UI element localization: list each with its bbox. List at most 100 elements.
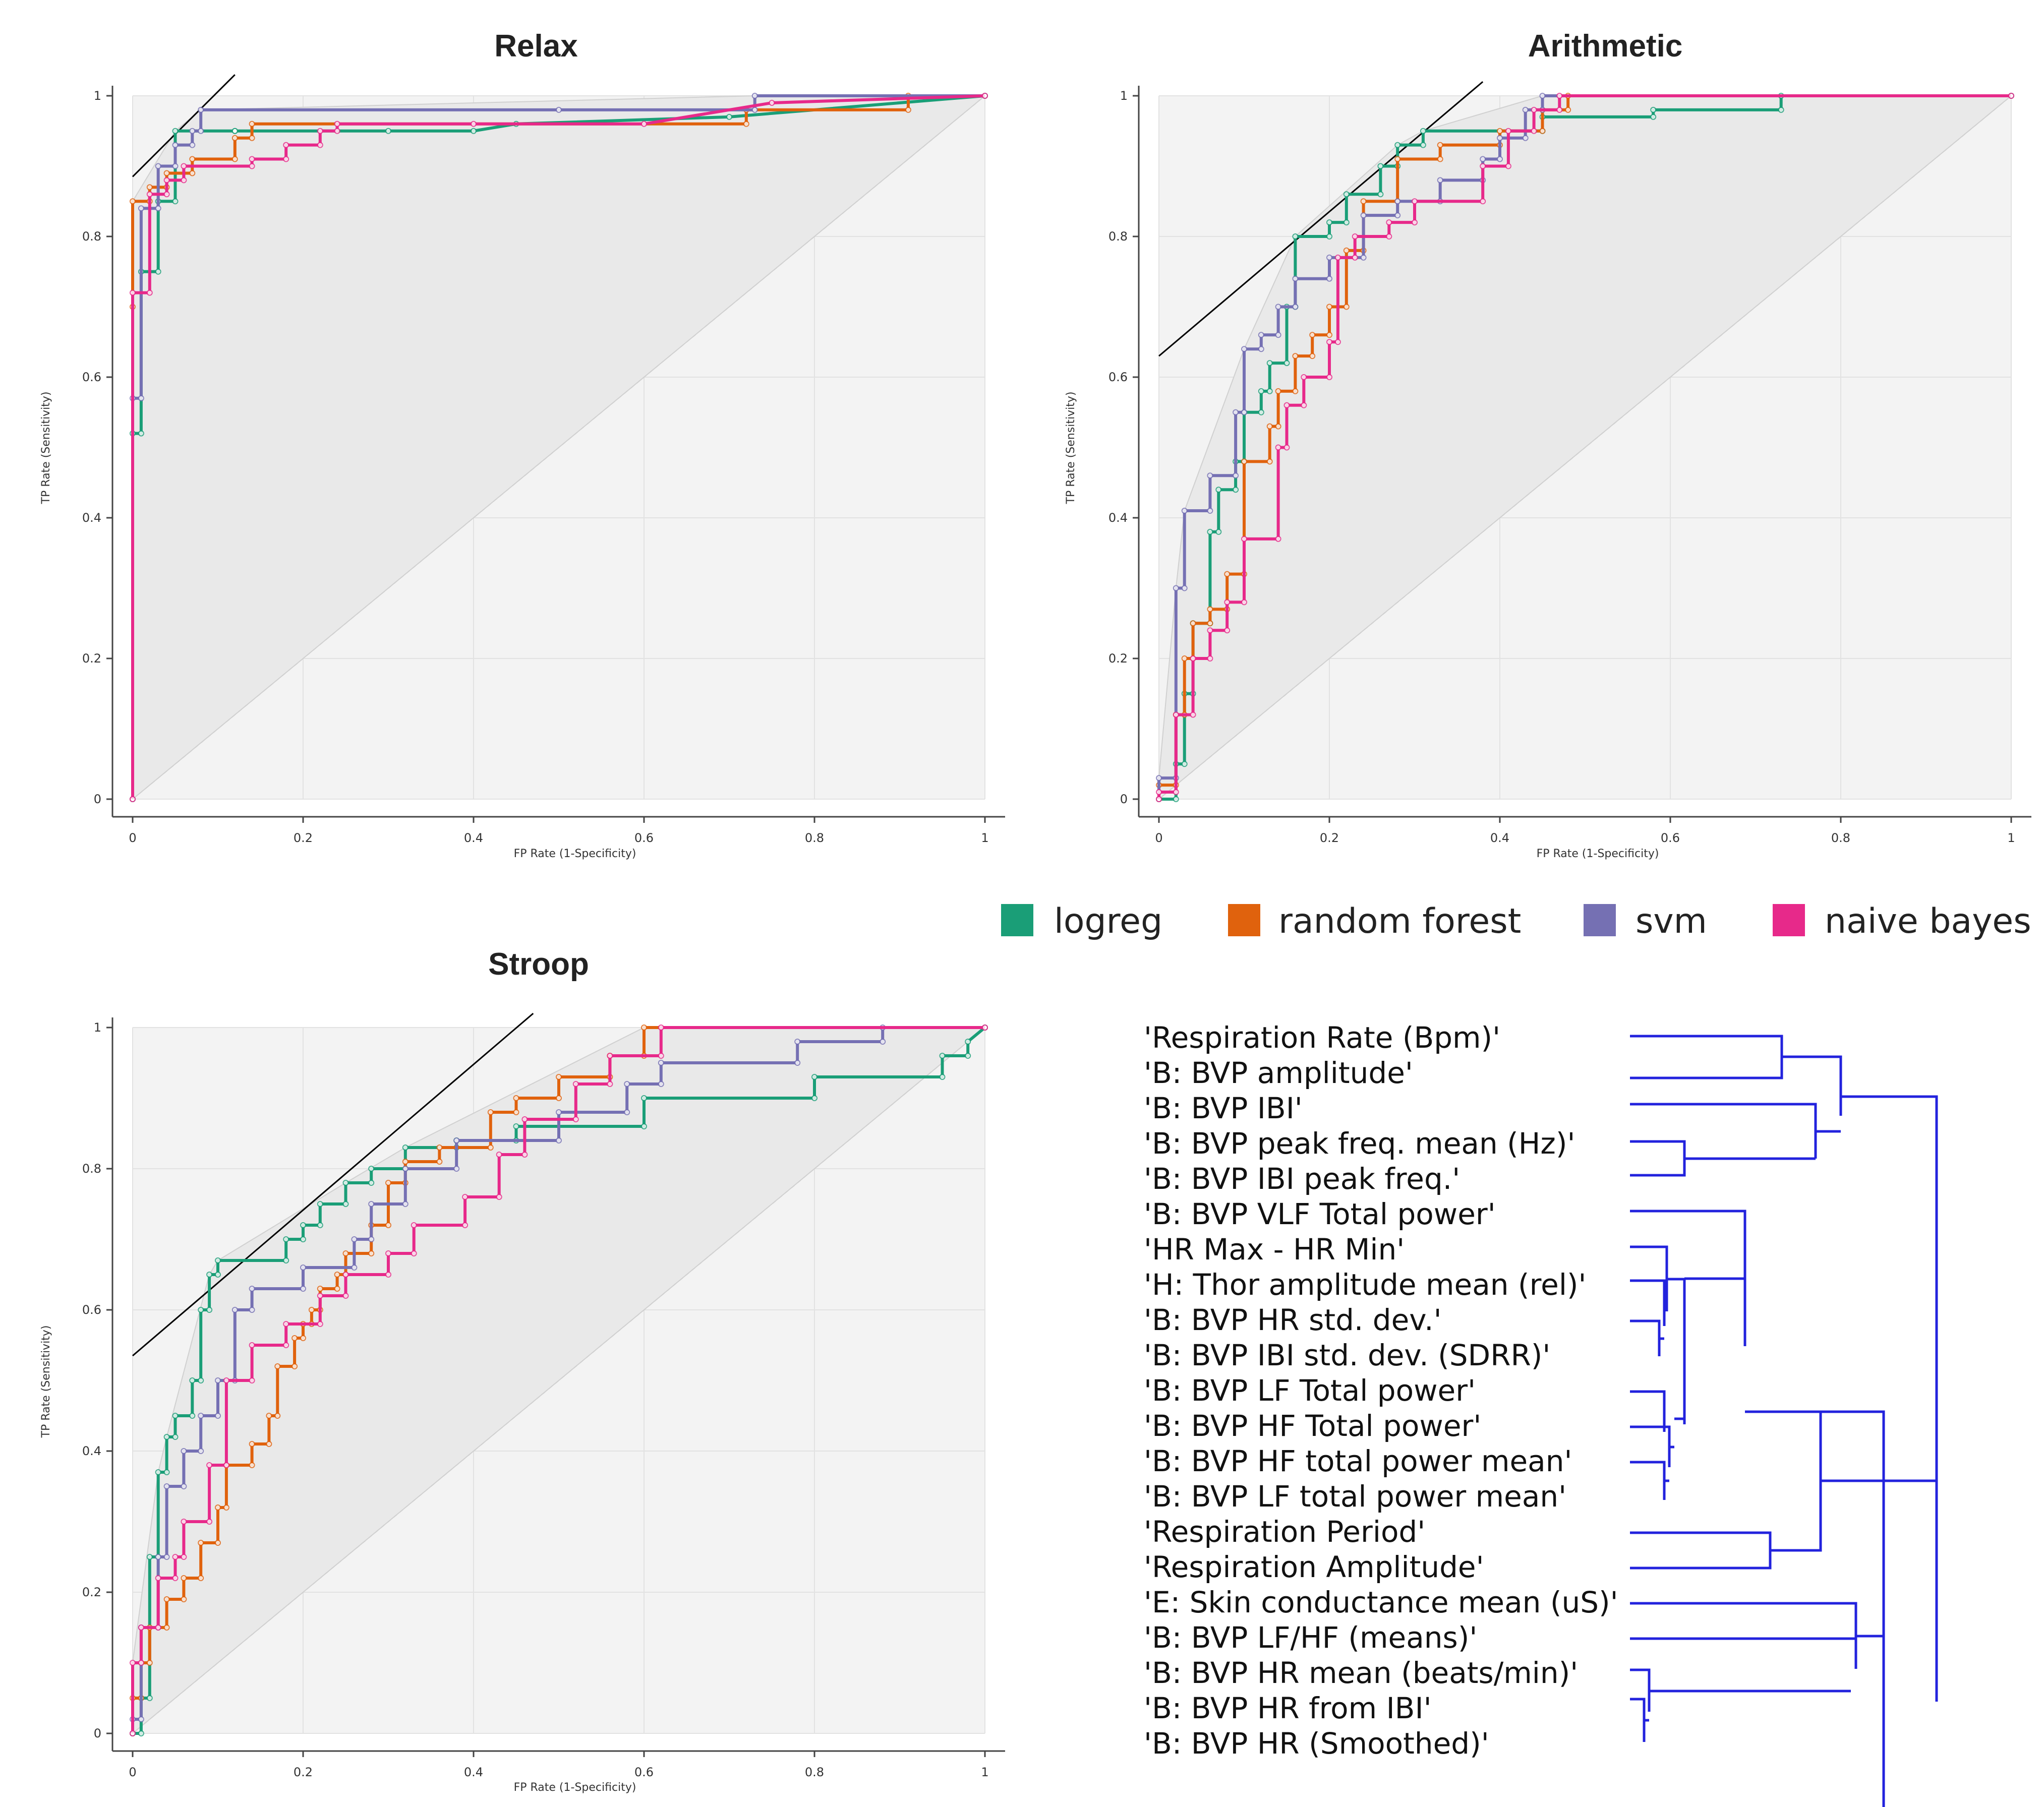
roc-point-svm (300, 1264, 306, 1271)
roc-point-naive-bayes (138, 1660, 144, 1666)
roc-point-random-forest (1207, 606, 1213, 613)
roc-point-logreg (283, 1257, 289, 1263)
roc-point-naive-bayes (206, 1462, 213, 1468)
roc-point-random-forest (215, 1504, 221, 1511)
roc-point-logreg (163, 1434, 170, 1440)
roc-point-naive-bayes (1283, 402, 1290, 408)
dendrogram-label: 'B: BVP HF Total power' (1144, 1409, 1481, 1443)
x-tick-label: 0 (129, 1765, 136, 1779)
y-tick-label: 0.2 (82, 1585, 101, 1599)
roc-point-random-forest (1266, 458, 1273, 465)
roc-point-naive-bayes (982, 93, 988, 99)
roc-point-naive-bayes (1190, 711, 1196, 718)
roc-point-random-forest (334, 1286, 340, 1292)
x-tick-label: 1 (2007, 831, 2015, 845)
roc-point-naive-bayes (1326, 374, 1332, 380)
roc-point-logreg (726, 113, 732, 120)
roc-point-logreg (1181, 761, 1188, 767)
roc-point-naive-bayes (1480, 163, 1486, 169)
roc-point-random-forest (163, 1624, 170, 1631)
roc-point-svm (751, 93, 758, 99)
roc-panel-relax: Relax 0 0.2 0.4 0.6 0.8 1 0 0.2 0.4 0.6 0.8 1 FP R… (40, 29, 1005, 860)
roc-point-random-forest (231, 156, 238, 162)
roc-point-naive-bayes (155, 1575, 161, 1581)
feature-dendrogram: 'Respiration Rate (Bpm)' 'B: BVP amplitu… (1144, 1020, 1938, 1807)
roc-point-naive-bayes (385, 1272, 391, 1278)
roc-point-naive-bayes (1224, 599, 1231, 606)
roc-point-logreg (1326, 233, 1332, 239)
roc-point-svm (453, 1137, 460, 1143)
dendrogram-label: 'B: BVP HR std. dev.' (1144, 1303, 1442, 1337)
roc-point-logreg (385, 128, 391, 134)
roc-point-svm (155, 205, 161, 212)
x-tick-label: 0.6 (1661, 831, 1680, 845)
roc-point-naive-bayes (462, 1222, 469, 1228)
roc-point-svm (1207, 508, 1213, 514)
roc-point-logreg (138, 1730, 144, 1736)
x-tick-label: 0.2 (1320, 831, 1339, 845)
roc-point-naive-bayes (1326, 339, 1332, 345)
roc-point-random-forest (198, 1540, 204, 1546)
roc-point-naive-bayes (1531, 106, 1537, 113)
roc-point-svm (1326, 254, 1332, 261)
roc-point-naive-bayes (411, 1222, 417, 1228)
roc-point-logreg (1207, 528, 1213, 535)
roc-point-naive-bayes (1156, 789, 1162, 796)
roc-point-random-forest (1343, 304, 1350, 310)
roc-point-naive-bayes (1207, 655, 1213, 661)
roc-point-random-forest (1241, 458, 1247, 465)
roc-point-random-forest (1292, 388, 1299, 394)
roc-point-random-forest (1266, 423, 1273, 430)
roc-point-svm (181, 1448, 187, 1454)
y-tick-labels: 0 0.2 0.4 0.6 0.8 1 (82, 89, 112, 806)
axes (111, 86, 1005, 818)
y-axis-label: TP Rate (Sensitivity) (40, 1326, 52, 1438)
roc-point-random-forest (1224, 571, 1231, 577)
roc-point-naive-bayes (572, 1081, 579, 1087)
roc-point-random-forest (1343, 247, 1350, 254)
roc-point-logreg (1650, 113, 1657, 120)
roc-point-naive-bayes (1480, 198, 1486, 205)
roc-point-naive-bayes (342, 1272, 349, 1278)
iso-performance-line (132, 1012, 534, 1357)
roc-point-svm (1275, 304, 1281, 310)
roc-point-random-forest (198, 1575, 204, 1581)
roc-point-naive-bayes (249, 163, 255, 169)
roc-point-logreg (939, 1053, 946, 1059)
roc-point-random-forest (905, 106, 911, 113)
roc-point-naive-bayes (1283, 444, 1290, 451)
dendrogram-label: 'B: BVP HR (Smoothed)' (1144, 1726, 1489, 1761)
x-tick-label: 0.8 (805, 831, 824, 845)
roc-point-logreg (1420, 128, 1426, 134)
roc-point-svm (249, 1307, 255, 1313)
y-tick-label: 0.6 (82, 1303, 101, 1317)
roc-point-logreg (172, 198, 179, 205)
roc-point-svm (155, 163, 161, 169)
roc-point-naive-bayes (138, 1624, 144, 1631)
roc-point-logreg (1233, 487, 1239, 493)
x-tick-labels: 0 0.2 0.4 0.6 0.8 1 (1155, 817, 2015, 845)
roc-point-logreg (155, 1469, 161, 1475)
roc-point-logreg (965, 1053, 971, 1059)
roc-point-naive-bayes (658, 1025, 664, 1031)
roc-point-svm (155, 1554, 161, 1560)
roc-point-svm (402, 1201, 408, 1207)
roc-point-logreg (189, 1377, 196, 1383)
roc-panel-stroop: Stroop 0 0.2 0.4 0.6 0.8 1 0 0.2 0.4 0.6 0.8 1 FP … (40, 947, 1005, 1794)
roc-point-logreg (1173, 796, 1179, 802)
roc-point-logreg (189, 1413, 196, 1419)
roc-point-random-forest (1181, 655, 1188, 661)
roc-point-svm (368, 1201, 375, 1207)
roc-point-svm (658, 1081, 664, 1087)
roc-point-logreg (368, 1166, 375, 1172)
roc-curves (130, 74, 988, 802)
roc-point-svm (1241, 346, 1247, 352)
roc-point-svm (198, 128, 204, 134)
roc-point-logreg (231, 128, 238, 134)
roc-point-random-forest (266, 1413, 272, 1419)
roc-point-svm (1233, 472, 1239, 479)
roc-point-naive-bayes (572, 1116, 579, 1122)
roc-point-logreg (317, 1201, 323, 1207)
dendrogram-label: 'E: Skin conductance mean (uS)' (1144, 1585, 1618, 1619)
legend-label-random-forest: random forest (1278, 901, 1521, 941)
